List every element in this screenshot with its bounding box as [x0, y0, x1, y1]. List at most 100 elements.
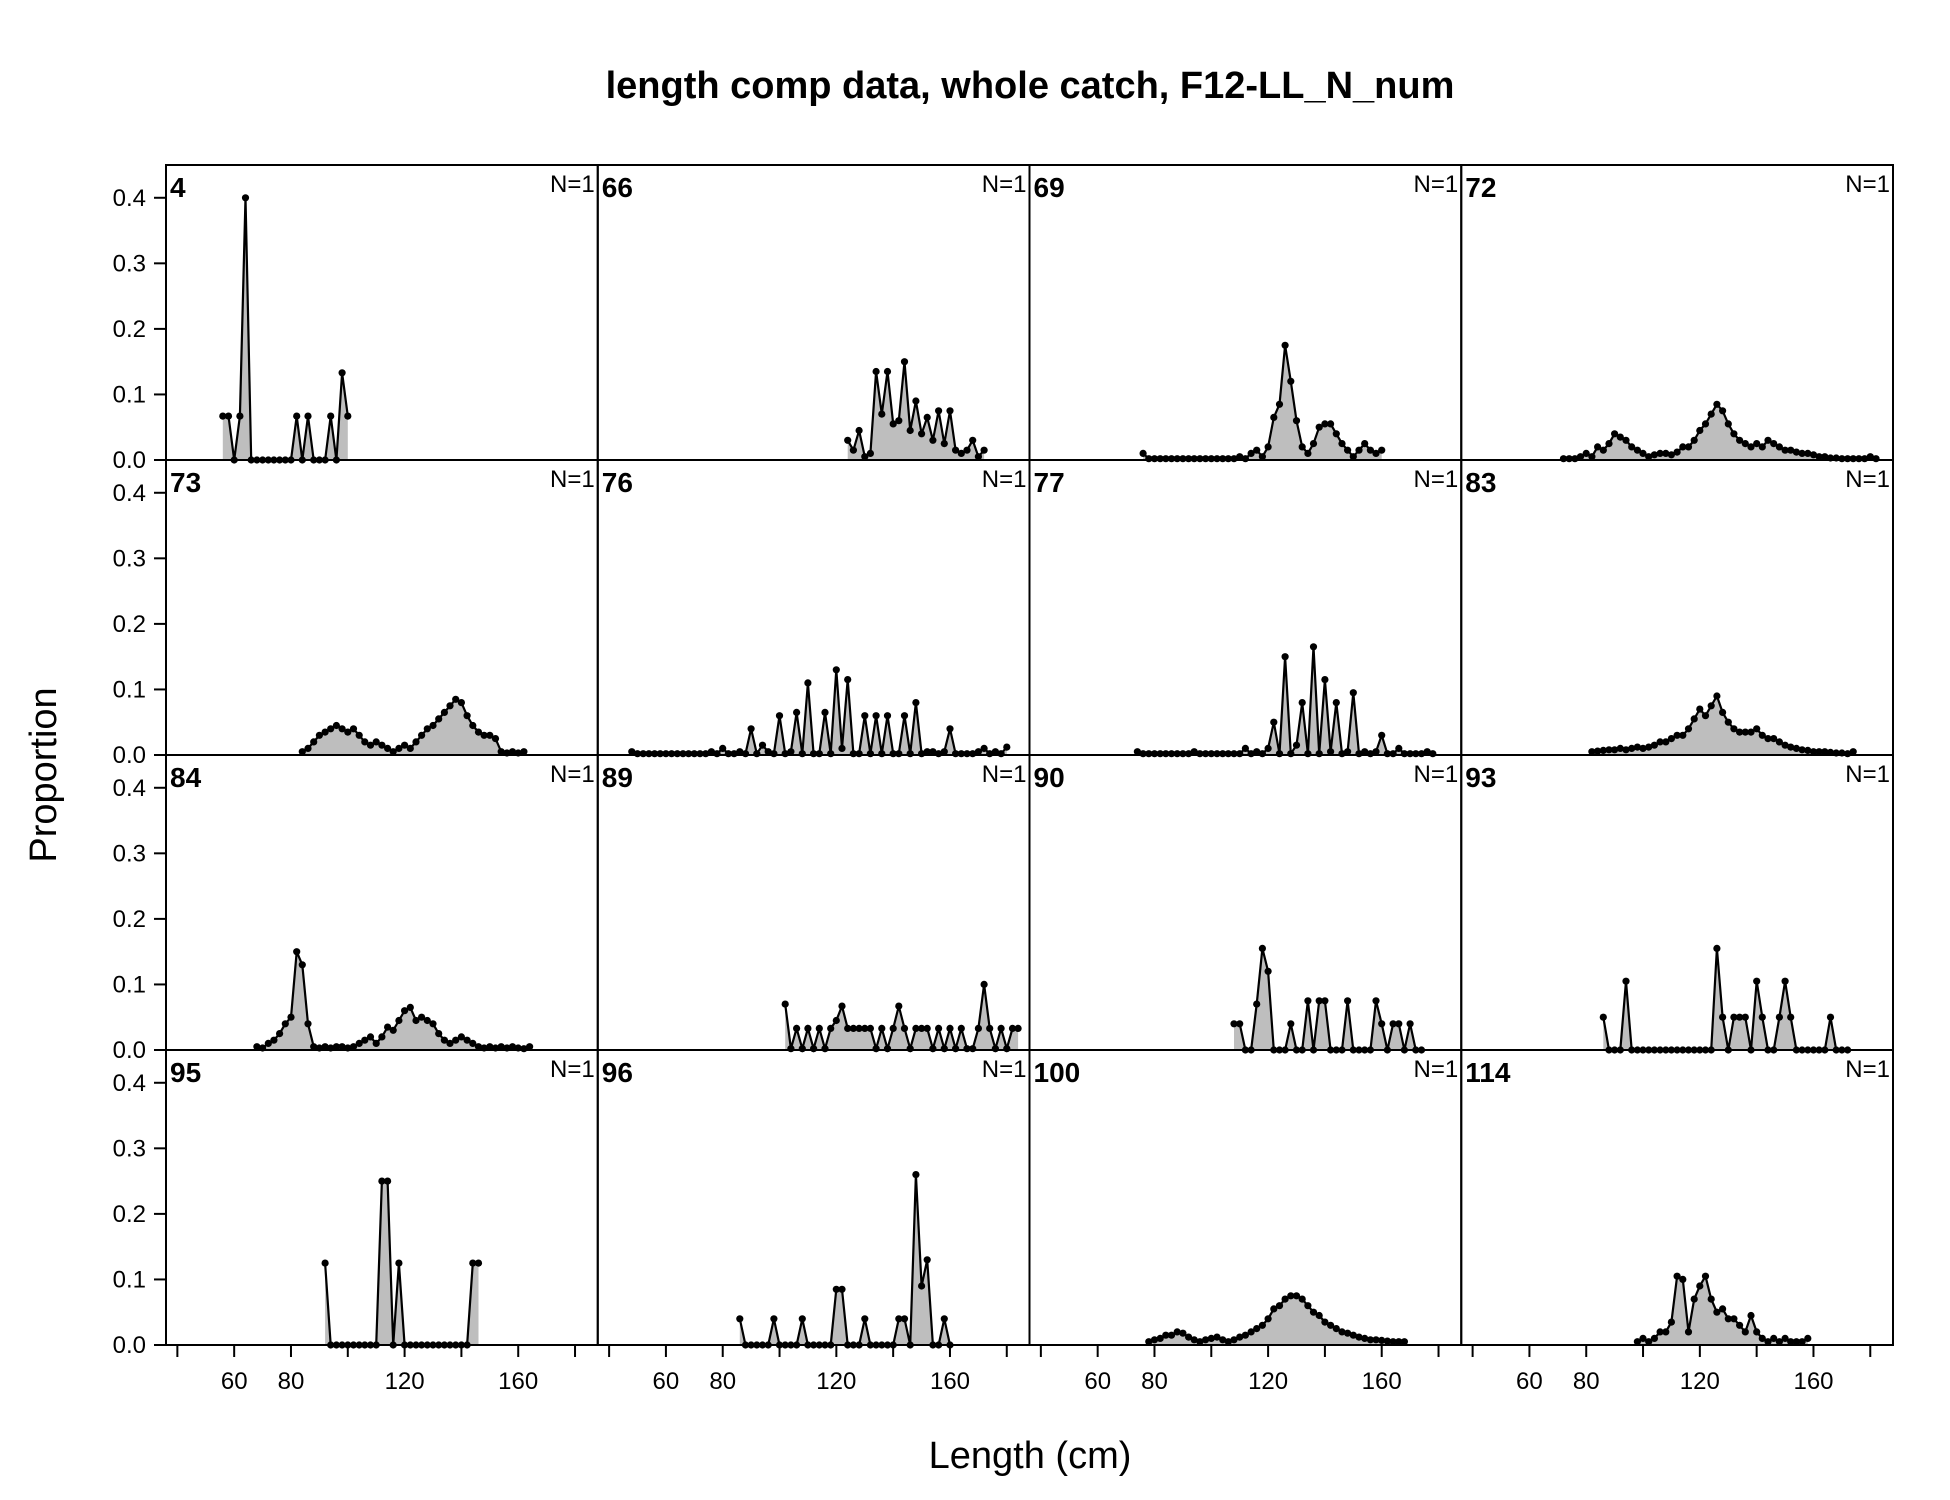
data-point [1781, 741, 1789, 749]
data-point [883, 712, 892, 720]
data-point [1662, 738, 1670, 746]
y-tick-label: 0.4 [113, 185, 146, 212]
data-point [1281, 341, 1289, 349]
data-point [1224, 1338, 1232, 1346]
data-point [1667, 451, 1675, 459]
data-point [952, 1045, 960, 1053]
data-point [1736, 436, 1744, 444]
data-point [1429, 750, 1437, 758]
y-tick-label: 0.3 [113, 1135, 146, 1162]
data-point [770, 1315, 778, 1323]
data-point [1253, 446, 1261, 454]
data-point [321, 728, 329, 736]
data-point [923, 1024, 931, 1032]
panel-100: 100 N=1 60 80 120 160 [1028, 1049, 1463, 1395]
data-point [1662, 1328, 1670, 1336]
data-point [986, 1024, 994, 1032]
data-point [974, 1024, 983, 1032]
data-point [1389, 1020, 1397, 1028]
data-point [491, 735, 500, 743]
data-point [1764, 735, 1772, 743]
data-point [1713, 1308, 1721, 1316]
data-point [793, 708, 801, 717]
data-point [1150, 1336, 1159, 1344]
data-point [1298, 443, 1306, 451]
data-point [1673, 448, 1681, 456]
data-point [1344, 748, 1352, 756]
data-point [1292, 1292, 1301, 1300]
data-point [384, 744, 392, 753]
data-point [372, 738, 380, 746]
panel-label: 4 [170, 172, 186, 203]
data-point [1775, 1338, 1783, 1346]
data-point [1270, 413, 1278, 421]
data-point [1179, 1329, 1187, 1337]
data-point [946, 1024, 954, 1032]
data-point [1321, 420, 1329, 428]
data-point [469, 721, 477, 730]
data-point [798, 750, 806, 758]
x-axis-title: Length (cm) [929, 1435, 1132, 1477]
data-point [895, 417, 903, 425]
data-point [1270, 718, 1278, 726]
data-point [1253, 748, 1261, 756]
data-point [281, 1020, 289, 1028]
data-point [1349, 1331, 1357, 1339]
data-point [395, 744, 403, 753]
data-point [900, 1315, 909, 1323]
data-point [1633, 1338, 1641, 1346]
data-point [940, 440, 948, 448]
data-point [1639, 449, 1647, 457]
data-point [952, 446, 960, 454]
data-point [1156, 1334, 1164, 1342]
data-point [401, 741, 409, 749]
x-tick-label: 60 [221, 1368, 248, 1395]
data-point [1321, 1318, 1329, 1326]
data-point [440, 1036, 448, 1044]
data-point [1264, 1315, 1272, 1323]
data-point [1145, 1338, 1153, 1346]
data-point [463, 712, 471, 720]
sample-size-label: N=1 [1414, 761, 1459, 788]
data-point [1730, 725, 1738, 733]
data-point [1190, 748, 1198, 756]
data-point [1628, 744, 1636, 753]
data-point [844, 676, 852, 684]
data-point [378, 1033, 386, 1041]
data-point [1355, 1333, 1363, 1341]
distribution-fill [1143, 345, 1382, 460]
data-point [781, 1000, 789, 1008]
data-point [361, 738, 369, 746]
data-point [1219, 1336, 1227, 1344]
y-tick-label: 0.1 [113, 1266, 146, 1293]
data-point [1264, 967, 1272, 975]
data-point [1389, 1338, 1397, 1346]
data-point [452, 695, 460, 703]
data-point [855, 750, 863, 758]
data-point [1645, 1338, 1653, 1346]
data-point [349, 725, 358, 733]
data-point [497, 748, 505, 756]
data-point [429, 721, 437, 730]
panel-label: 84 [170, 762, 202, 793]
data-point [1395, 744, 1403, 753]
panel-83: 83 N=1 [1460, 459, 1894, 758]
data-point [384, 1177, 392, 1185]
data-point [866, 750, 875, 758]
data-point [861, 712, 869, 720]
data-point [1758, 731, 1766, 739]
data-point [940, 1315, 948, 1323]
data-point [1281, 653, 1289, 661]
data-point [991, 748, 1000, 756]
y-tick-label: 0.1 [113, 676, 146, 703]
data-point [1821, 453, 1829, 461]
data-point [1815, 748, 1823, 756]
panel-label: 77 [1034, 467, 1065, 498]
data-point [1361, 748, 1369, 756]
data-point [338, 1043, 346, 1051]
data-point [1207, 1334, 1215, 1342]
data-point [741, 750, 750, 758]
data-point [401, 1007, 409, 1015]
data-point [1713, 400, 1721, 408]
data-point [344, 412, 352, 420]
